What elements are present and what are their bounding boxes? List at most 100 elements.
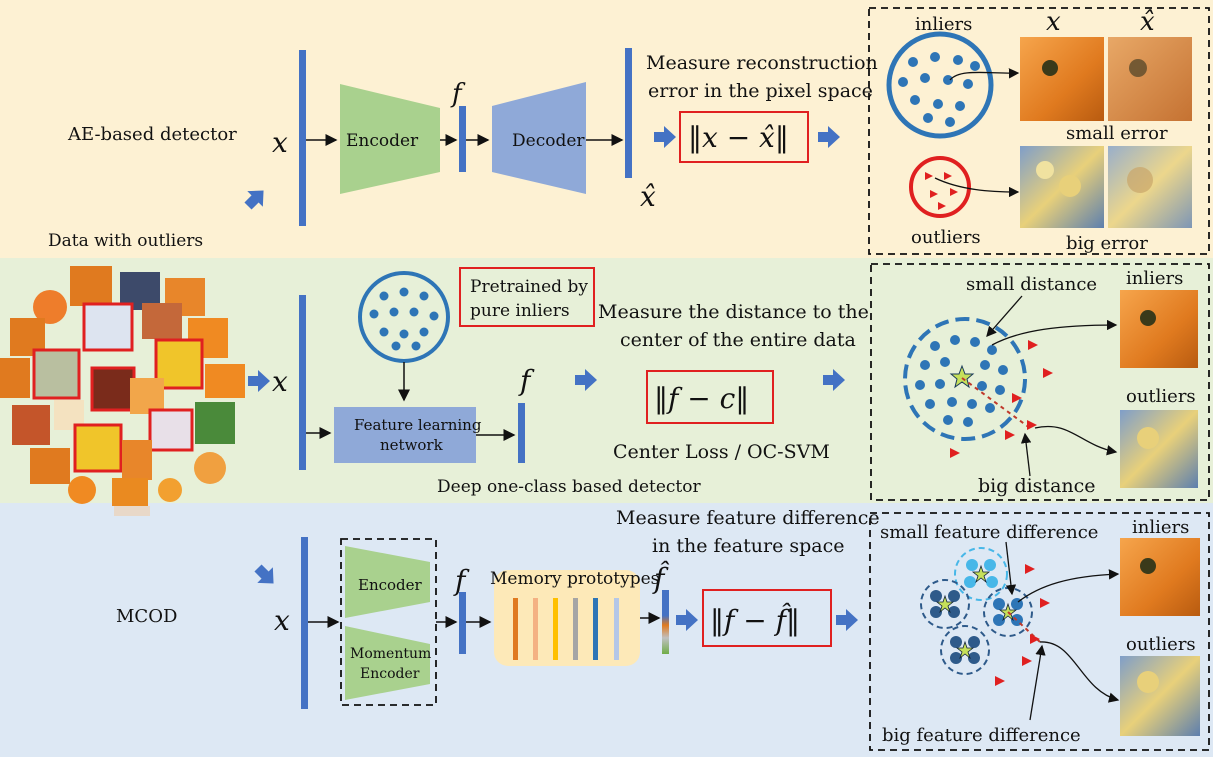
doc-measure-line1: Measure the distance to the — [598, 301, 869, 323]
ae-big-error-label: big error — [1066, 233, 1148, 254]
ae-outlier-link — [934, 177, 1020, 198]
doc-inlier-image — [1120, 290, 1198, 368]
doc-result-panel — [870, 263, 1210, 501]
mcod-feature-bar — [459, 592, 466, 654]
mcod-prototype-cluster-light — [954, 547, 1008, 601]
ae-input-bar — [299, 50, 306, 226]
ae-decoder-label: Decoder — [512, 131, 585, 151]
mcod-encoder-label: Encoder — [358, 576, 423, 594]
mcod-small-feature-pointer — [1005, 541, 1017, 596]
ae-inlier-original-image — [1020, 37, 1104, 121]
mcod-big-feature-pointer — [1029, 644, 1046, 721]
mcod-measure-line2: in the feature space — [652, 535, 844, 557]
ae-measure-line1: Measure reconstruction — [646, 52, 878, 74]
mcod-inlier-link — [1017, 569, 1120, 603]
ae-outliers-label: outliers — [911, 227, 981, 248]
mcod-prototype-cluster-bottom — [940, 625, 990, 675]
ae-inlier-link — [949, 68, 1020, 81]
mcod-momentum-line2: Encoder — [360, 666, 420, 682]
doc-outliers-label: outliers — [1126, 386, 1196, 407]
doc-outlier-link — [1034, 425, 1118, 456]
doc-feature-network — [334, 407, 476, 463]
ae-inlier-cluster — [886, 31, 994, 139]
ae-inliers-label: inliers — [915, 14, 972, 35]
ae-latent-bar — [459, 106, 466, 172]
doc-formula-box — [646, 370, 774, 424]
mcod-small-feature-label: small feature difference — [880, 522, 1098, 543]
mcod-encoder-group — [340, 538, 437, 706]
doc-distance-line — [961, 377, 1031, 429]
doc-small-distance-pointer — [986, 295, 1023, 337]
ae-outlier-triangles — [925, 172, 958, 210]
doc-pretrain-cluster — [358, 271, 450, 363]
ae-outlier-reconstructed-image — [1108, 146, 1192, 228]
image-collage — [0, 266, 245, 516]
doc-feature-net-line1: Feature learning — [354, 416, 482, 434]
mcod-outlier-image — [1120, 656, 1200, 736]
doc-data-cluster — [903, 317, 1027, 441]
mcod-momentum-line1: Momentum — [350, 646, 431, 662]
doc-caption: Deep one-class based detector — [437, 477, 701, 497]
doc-big-distance-label: big distance — [978, 475, 1096, 497]
ae-outlier-original-image — [1020, 146, 1104, 228]
ae-outlier-cluster — [909, 156, 971, 218]
doc-cluster-dots — [915, 335, 1008, 427]
mcod-measure-line1: Measure feature difference — [616, 507, 880, 529]
doc-pretrained-line1: Pretrained by — [470, 277, 588, 297]
doc-center-star — [949, 364, 975, 389]
ae-formula: ‖x − x̂‖ — [688, 121, 789, 154]
band-ae — [0, 0, 1213, 258]
doc-pretrain-dots — [369, 287, 439, 351]
mcod-memory-prototypes — [513, 598, 619, 660]
mcod-momentum-encoder — [345, 626, 430, 700]
mcod-memory-bank — [494, 570, 640, 666]
ae-small-error-label: small error — [1066, 123, 1168, 144]
ae-measure-line2: error in the pixel space — [648, 80, 873, 102]
mcod-prototype-cluster-left — [920, 579, 970, 629]
ae-decoder — [492, 82, 586, 194]
mcod-x-label: x — [274, 604, 290, 637]
doc-input-bar — [299, 295, 306, 470]
data-with-outliers-label: Data with outliers — [48, 231, 203, 251]
doc-loss-label: Center Loss / OC-SVM — [613, 441, 830, 463]
ae-output-bar — [625, 48, 632, 178]
doc-pretrained-line2: pure inliers — [470, 301, 570, 321]
ae-inlier-dots — [898, 52, 980, 127]
mcod-fhat-bar — [662, 590, 669, 654]
mcod-outliers-label: outliers — [1126, 634, 1196, 655]
ae-encoder — [340, 84, 440, 194]
mcod-formula-box — [702, 589, 832, 647]
doc-small-distance-label: small distance — [966, 274, 1097, 295]
doc-outlier-triangles — [950, 340, 1053, 458]
ae-xhat-header: x̂ — [1140, 7, 1155, 37]
doc-inliers-label: inliers — [1126, 268, 1183, 289]
ae-x-header: x — [1046, 7, 1061, 37]
mcod-big-feature-label: big feature difference — [882, 725, 1081, 746]
mcod-inlier-image — [1120, 538, 1200, 616]
ae-x-label: x — [272, 126, 288, 159]
mcod-formula: ‖f − f̂‖ — [710, 603, 800, 637]
mcod-memory-label: Memory prototypes — [490, 569, 659, 589]
ae-formula-box — [679, 111, 809, 163]
mcod-result-panel — [869, 512, 1210, 751]
mcod-input-bar — [301, 537, 308, 709]
doc-feature-bar — [518, 403, 525, 463]
doc-outlier-image — [1120, 410, 1198, 488]
doc-formula: ‖f − c‖ — [654, 382, 749, 415]
ae-xhat-label: x̂ — [640, 180, 656, 213]
mcod-outlier-link — [1039, 641, 1120, 703]
doc-feature-net-line2: network — [380, 436, 444, 454]
mcod-title: MCOD — [116, 606, 177, 627]
doc-x-label: x — [272, 365, 288, 398]
mcod-inliers-label: inliers — [1132, 517, 1189, 538]
mcod-encoder — [345, 546, 430, 618]
doc-pretrained-box — [459, 267, 595, 327]
mcod-outlier-triangles — [995, 564, 1050, 686]
doc-inlier-link — [991, 319, 1118, 346]
ae-result-panel — [868, 7, 1210, 255]
ae-encoder-label: Encoder — [346, 131, 419, 151]
doc-measure-line2: center of the entire data — [620, 329, 856, 351]
ae-inlier-reconstructed-image — [1108, 37, 1192, 121]
